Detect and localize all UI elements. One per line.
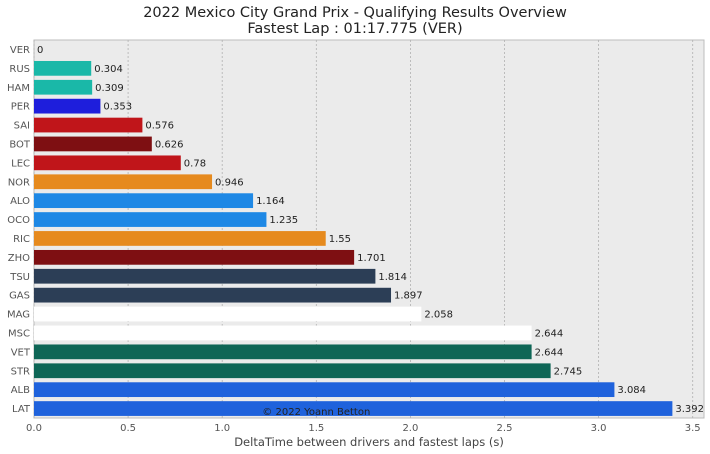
bar-msc: [34, 325, 532, 341]
bar-ric: [34, 231, 326, 246]
bar-str: [34, 363, 551, 379]
bar-lat: [34, 401, 673, 416]
bar-vet: [34, 344, 532, 360]
gridlines: [33, 40, 694, 418]
bar-per: [34, 98, 101, 114]
x-tick-label: 2.5: [497, 423, 513, 434]
bar-gas: [34, 287, 392, 303]
value-label: 0.946: [215, 177, 244, 188]
value-label: 0.309: [95, 83, 124, 94]
y-tick-label: VER: [10, 45, 30, 56]
bar-tsu: [34, 268, 376, 284]
bar-rus: [34, 60, 92, 76]
bar-alo: [34, 193, 254, 209]
y-tick-label: MSC: [8, 328, 30, 339]
value-label: 0.78: [184, 158, 206, 169]
value-label: 2.058: [424, 310, 453, 321]
x-tick-label: 1.5: [308, 423, 324, 434]
credit-text: © 2022 Yoann Betton: [262, 407, 370, 418]
bar-ham: [34, 79, 93, 95]
x-tick-label: 1.0: [214, 423, 230, 434]
value-label: 2.644: [535, 328, 564, 339]
y-tick-label: ALO: [10, 196, 30, 207]
y-tick-label: RUS: [9, 64, 30, 75]
y-tick-label: NOR: [8, 177, 30, 188]
plot-area: [33, 39, 705, 419]
value-label: 1.164: [256, 196, 285, 207]
bar-mag: [34, 306, 422, 322]
y-tick-label: MAG: [7, 310, 30, 321]
y-tick-label: LAT: [12, 404, 31, 415]
y-tick-label: HAM: [7, 83, 30, 94]
bar-nor: [34, 174, 213, 190]
value-label: 0.576: [145, 121, 174, 132]
x-tick-labels: 0.0 0.5 1.0 1.5 2.0 2.5 3.0 3.5: [26, 423, 701, 434]
y-tick-label: LEC: [11, 158, 30, 169]
value-label: 1.701: [357, 253, 386, 264]
y-tick-label: TSU: [9, 272, 30, 283]
bar-bot: [34, 136, 152, 152]
bar-oco: [34, 212, 267, 227]
y-tick-label: STR: [11, 366, 30, 377]
value-label: 3.392: [675, 404, 704, 415]
value-label: 1.897: [394, 291, 423, 302]
value-label: 2.644: [535, 347, 564, 358]
x-tick-label: 0.5: [120, 423, 136, 434]
bar-sai: [34, 117, 143, 133]
y-tick-label: PER: [11, 102, 30, 113]
y-tick-label: OCO: [7, 215, 30, 226]
value-label: 0.353: [103, 102, 132, 113]
y-tick-label: VET: [11, 347, 31, 358]
x-axis-label: DeltaTime between drivers and fastest la…: [234, 435, 504, 449]
bar-zho: [34, 249, 355, 265]
value-label: 0.626: [155, 139, 184, 150]
y-tick-label: GAS: [9, 291, 30, 302]
x-tick-label: 2.0: [402, 423, 418, 434]
y-tick-label: BOT: [9, 139, 31, 150]
y-tick-label: SAI: [14, 121, 30, 132]
bars: [34, 60, 673, 416]
value-label: 0.304: [94, 64, 123, 75]
y-tick-labels: VER RUS HAM PER SAI BOT LEC NOR ALO OCO RIC ZHO TSU G…: [7, 45, 31, 415]
y-tick-label: ZHO: [8, 253, 30, 264]
value-label: 1.235: [269, 215, 298, 226]
bar-lec: [34, 155, 181, 171]
chart-subtitle: Fastest Lap : 01:17.775 (VER): [247, 21, 463, 37]
value-label: 1.814: [378, 272, 407, 283]
value-label: 2.745: [554, 366, 583, 377]
bar-alb: [34, 382, 615, 398]
y-tick-label: RIC: [13, 234, 30, 245]
y-tick-label: ALB: [11, 385, 30, 396]
x-tick-label: 3.5: [685, 423, 701, 434]
value-label: 1.55: [329, 234, 351, 245]
value-label: 0: [37, 45, 43, 56]
value-label: 3.084: [617, 385, 646, 396]
x-tick-label: 0.0: [26, 423, 42, 434]
chart-title: 2022 Mexico City Grand Prix - Qualifying…: [143, 5, 567, 21]
x-tick-label: 3.0: [591, 423, 607, 434]
